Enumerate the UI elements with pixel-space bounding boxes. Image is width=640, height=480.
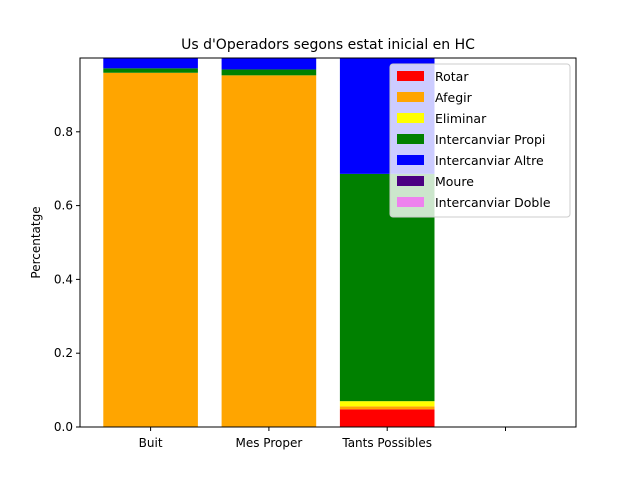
x-tick-label: Mes Proper <box>236 436 303 450</box>
legend-label: Rotar <box>435 69 469 84</box>
bar-segment <box>103 68 198 73</box>
x-axis: Buit Mes Proper Tants Possibles <box>139 427 506 450</box>
legend-label: Intercanviar Propi <box>435 132 545 147</box>
x-tick-label: Tants Possibles <box>341 436 432 450</box>
bar-segment <box>339 406 435 410</box>
legend-swatch <box>397 176 424 186</box>
x-tick-label: Buit <box>139 436 163 450</box>
y-tick-label: 0.8 <box>54 125 73 139</box>
bar-segment <box>103 58 198 69</box>
bar-segment <box>339 401 435 407</box>
legend-swatch <box>397 197 424 207</box>
y-axis-title: Percentatge <box>29 206 43 278</box>
legend-box <box>389 63 571 218</box>
legend-label: Intercanviar Altre <box>435 153 544 168</box>
plot-frame <box>79 57 577 428</box>
y-tick-label: 0.4 <box>54 272 73 286</box>
legend-label: Moure <box>435 174 474 189</box>
legend: Rotar Afegir Eliminar Intercanviar Propi Int… <box>389 63 571 218</box>
legend-swatch <box>397 134 424 144</box>
legend-label: Afegir <box>435 90 473 105</box>
bar-segment <box>221 75 317 427</box>
legend-swatch <box>397 92 424 102</box>
bar-segment <box>103 72 198 427</box>
legend-swatch <box>397 155 424 165</box>
legend-swatch <box>397 113 424 123</box>
chart-title: Us d'Operadors segons estat inicial en H… <box>181 37 475 53</box>
bar-segment <box>221 58 317 70</box>
bar-segment <box>339 409 435 427</box>
y-tick-label: 0.0 <box>54 420 73 434</box>
y-tick-label: 0.6 <box>54 199 73 213</box>
legend-swatch <box>397 71 424 81</box>
y-tick-label: 0.2 <box>54 346 73 360</box>
legend-label: Intercanviar Doble <box>435 195 551 210</box>
bar-segment <box>221 69 317 76</box>
legend-label: Eliminar <box>435 111 487 126</box>
bars-layer <box>103 58 435 427</box>
y-axis: 0.0 0.2 0.4 0.6 0.8 <box>54 125 80 434</box>
